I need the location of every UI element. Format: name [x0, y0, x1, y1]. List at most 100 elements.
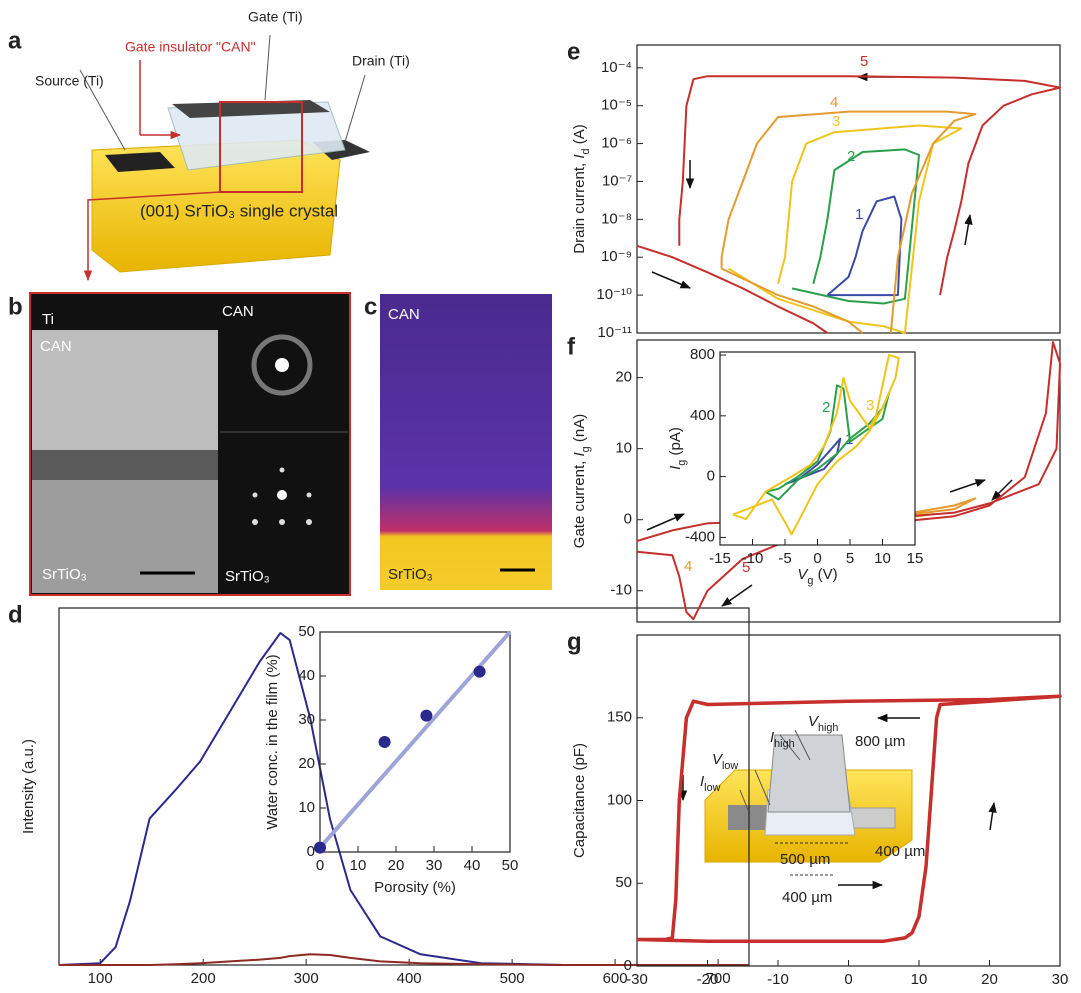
device-label: 400 µm: [782, 889, 832, 906]
y-tick-label: 800: [690, 346, 715, 363]
panel-letter: b: [8, 293, 23, 320]
y-tick-label: 10⁻⁹: [601, 248, 632, 265]
can-layer: [32, 330, 218, 450]
device-label: Ilow: [700, 773, 721, 794]
y-tick-label: 10⁻¹⁰: [596, 286, 632, 303]
series-label: 5: [860, 53, 868, 70]
x-tick-label: -15: [709, 550, 731, 567]
x-tick-label: 10: [350, 857, 367, 874]
diffraction-ring: [251, 334, 313, 396]
label-part: (nA): [571, 414, 588, 447]
data-line: [720, 110, 977, 334]
sto-label: SrTiO₃: [42, 566, 87, 583]
panel-a: a Gate insulator "CAN" Gate (Ti) Source …: [8, 9, 410, 282]
x-tick-label: 100: [88, 970, 113, 987]
x-tick-label: -10: [742, 550, 764, 567]
y-tick-label: 0: [307, 843, 315, 860]
gate-label: Gate (Ti): [248, 9, 303, 25]
diffraction-spot: [252, 519, 258, 525]
pad: [847, 807, 896, 829]
plot-frame: [319, 631, 511, 853]
label-part: d: [580, 148, 592, 154]
y-axis-label: Water conc. in the film (%): [264, 654, 281, 829]
y-tick-label: 50: [615, 874, 632, 891]
gate-pad: [172, 100, 330, 118]
y-tick-label: 10⁻⁸: [601, 210, 632, 227]
leader: [344, 74, 366, 143]
diffraction-spot: [277, 490, 287, 500]
x-tick-label: 20: [388, 857, 405, 874]
y-tick-label: 10: [298, 799, 315, 816]
y-tick-label: 10⁻⁷: [602, 172, 632, 189]
label-part: g: [580, 446, 592, 452]
label-part: I: [770, 729, 774, 746]
y-tick-label: -10: [610, 582, 632, 599]
x-tick-label: -10: [767, 971, 789, 988]
arrow: [988, 801, 997, 831]
arrow: [721, 584, 753, 607]
can-label: CAN: [388, 306, 420, 323]
device-label: 500 µm: [780, 851, 830, 868]
data-line: [791, 148, 920, 305]
y-tick-label: 150: [607, 709, 632, 726]
y-tick-label: 10⁻⁶: [601, 135, 632, 152]
series-label: 3: [866, 397, 874, 414]
label-part: V: [712, 751, 724, 768]
diffraction-spot: [306, 492, 312, 498]
y-axis-label: Capacitance (pF): [571, 743, 588, 858]
y-axis-label: Intensity (a.u.): [20, 739, 37, 834]
diffraction-spot: [279, 467, 285, 473]
label-part: g: [807, 575, 813, 587]
y-axis-label: Gate current, Ig (nA): [571, 414, 592, 548]
y-tick-label: 0: [624, 511, 632, 528]
x-tick-label: -5: [778, 550, 791, 567]
y-tick-label: 100: [607, 791, 632, 808]
x-tick-label: 200: [191, 970, 216, 987]
x-tick-label: 600: [603, 970, 628, 987]
eels-map: [380, 294, 552, 590]
label-part: (ºC): [440, 992, 470, 993]
label-part: high: [818, 722, 838, 734]
series-label: 3: [832, 113, 840, 130]
ti-label: Ti: [42, 311, 54, 328]
g-inset-device: [704, 729, 913, 876]
plot-frame: [636, 339, 1061, 623]
x-tick-label: 700: [706, 970, 731, 987]
diffraction-spot: [252, 492, 258, 498]
panel-letter: a: [8, 27, 22, 54]
data-point: [420, 709, 433, 722]
x-tick-label: 50: [502, 857, 519, 874]
series-label: 4: [830, 94, 838, 111]
series-label: 4: [684, 558, 692, 575]
y-tick-label: -400: [685, 528, 715, 545]
x-axis-label: Porosity (%): [374, 879, 456, 896]
x-tick-label: 30: [1052, 971, 1069, 988]
x-tick-label: -30: [626, 971, 648, 988]
series-label: 2: [822, 399, 830, 416]
y-tick-label: 30: [298, 711, 315, 728]
leader: [739, 789, 749, 811]
label-part: (V): [813, 566, 837, 583]
x-tick-label: 0: [316, 857, 324, 874]
x-axis-label: Temperature, T (ºC): [338, 992, 470, 993]
y-tick-label: 0: [624, 957, 632, 974]
x-tick-label: 15: [907, 550, 924, 567]
x-tick-label: 20: [981, 971, 998, 988]
panel-letter: c: [364, 293, 377, 320]
y-tick-label: 40: [298, 667, 315, 684]
series-label: 2: [847, 148, 855, 165]
diffraction-can-label: CAN: [222, 303, 254, 320]
arrow: [964, 213, 973, 246]
source-pad: [105, 152, 175, 172]
sto-label: SrTiO₃: [388, 566, 433, 583]
label-part: V: [808, 713, 820, 730]
label-part: I: [571, 452, 588, 456]
x-tick-label: 400: [397, 970, 422, 987]
data-point: [314, 841, 326, 854]
diffraction-spot: [279, 519, 285, 525]
data-line: [318, 630, 512, 849]
x-tick-label: 0: [844, 971, 852, 988]
data-line: [59, 953, 749, 966]
device-label: 800 µm: [855, 733, 905, 750]
label-part: T: [430, 992, 441, 993]
